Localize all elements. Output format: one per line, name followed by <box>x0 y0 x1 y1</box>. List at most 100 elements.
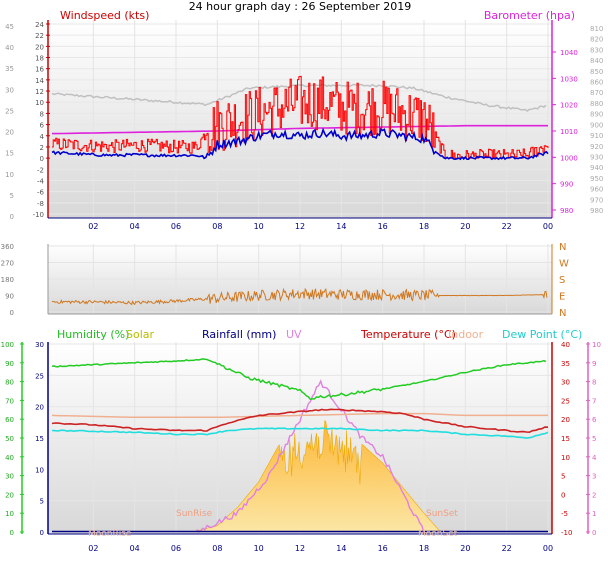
legend-indoor: Indoor <box>448 328 484 341</box>
tick-left-inner: 24 <box>35 21 44 29</box>
tick-x: 20 <box>460 222 470 231</box>
tick-left-outer: 40 <box>5 454 14 462</box>
tick-right-outer: 820 <box>590 36 603 44</box>
tick-x: 20 <box>460 544 470 553</box>
series-barometer <box>52 124 548 135</box>
tick-right-uv: 1 <box>592 510 596 518</box>
tick-left-outer: 45 <box>5 23 14 31</box>
label-windspeed: Windspeed (kts) <box>60 9 149 22</box>
series-direction <box>51 287 548 306</box>
panel-temperature: Humidity (%) Solar Rainfall (mm) UV Temp… <box>1 328 601 553</box>
tick-right-temp: 40 <box>561 341 570 349</box>
tick-left-outer: 5 <box>10 192 14 200</box>
tick-left-inner: 12 <box>35 88 44 96</box>
tick-left-inner: 10 <box>35 99 44 107</box>
tick-left: 90 <box>5 293 14 301</box>
tick-right-baro: 1030 <box>560 75 578 83</box>
tick-left-inner: 4 <box>40 133 45 141</box>
tick-right-outer: 860 <box>590 79 603 87</box>
tick-left-inner: -8 <box>37 200 44 208</box>
tick-left-outer: 10 <box>5 171 14 179</box>
tick-left-outer: 20 <box>5 491 14 499</box>
tick-x: 18 <box>419 544 429 553</box>
tick-right-temp: 20 <box>561 416 570 424</box>
tick-x: 06 <box>171 544 181 553</box>
tick-left-outer: 0 <box>10 213 14 221</box>
tick-right-outer: 960 <box>590 186 603 194</box>
tick-right-baro: 1040 <box>560 49 578 57</box>
tick-right-temp: -10 <box>561 529 572 537</box>
tick-right-outer: 850 <box>590 68 603 76</box>
tick-left-outer: 90 <box>5 360 14 368</box>
tick-right-uv: 3 <box>592 473 596 481</box>
tick-left-outer: 70 <box>5 397 14 405</box>
tick-left-inner: 15 <box>35 435 44 443</box>
tick-right-baro: 980 <box>560 207 573 215</box>
tick-right-outer: 950 <box>590 175 603 183</box>
tick-left-outer: 10 <box>5 510 14 518</box>
tick-x: 00 <box>543 222 553 231</box>
tick-x: 10 <box>254 544 264 553</box>
tick-x: 04 <box>130 544 140 553</box>
tick-left-outer: 15 <box>5 150 14 158</box>
series-uv <box>196 379 425 534</box>
tick-right-temp: 35 <box>561 360 570 368</box>
tick-left-outer: 40 <box>5 44 14 52</box>
tick-right-outer: 900 <box>590 121 603 129</box>
tick-right-outer: 940 <box>590 164 603 172</box>
tick-left-outer: 0 <box>10 529 14 537</box>
tick-right-outer: 970 <box>590 196 603 204</box>
tick-left-outer: 100 <box>1 341 14 349</box>
tick-left-inner: 0 <box>40 155 44 163</box>
tick-left-inner: 0 <box>40 529 44 537</box>
tick-right-outer: 870 <box>590 89 603 97</box>
annotation-moonrise: MoonRise <box>88 529 132 539</box>
tick-left: 0 <box>10 309 14 317</box>
annotations: MoonRise SunRise SunSet MoonSet <box>88 509 458 539</box>
tick-left-outer: 60 <box>5 416 14 424</box>
tick-left-inner: 2 <box>40 144 44 152</box>
tick-right-baro: 1020 <box>560 102 578 110</box>
tick-x: 00 <box>543 544 553 553</box>
tick-right-outer: 920 <box>590 143 603 151</box>
tick-x: 12 <box>295 222 305 231</box>
tick-x: 10 <box>254 222 264 231</box>
tick-right-compass: W <box>559 259 569 270</box>
tick-right-temp: 10 <box>561 454 570 462</box>
tick-left-inner: 6 <box>40 122 45 130</box>
tick-x: 08 <box>212 544 222 553</box>
tick-right-uv: 10 <box>592 341 601 349</box>
tick-right-outer: 830 <box>590 46 603 54</box>
tick-left-inner: 10 <box>35 466 44 474</box>
legend-humidity: Humidity (%) <box>57 328 129 341</box>
tick-left-inner: -10 <box>33 211 44 219</box>
tick-right-outer: 890 <box>590 111 603 119</box>
tick-right-baro: 1000 <box>560 154 578 162</box>
tick-left-inner: 16 <box>35 66 44 74</box>
tick-right-compass: N <box>559 308 566 319</box>
tick-x: 22 <box>502 222 512 231</box>
tick-x: 16 <box>378 222 388 231</box>
tick-right-temp: 30 <box>561 379 570 387</box>
tick-left: 270 <box>1 260 14 268</box>
tick-right-uv: 5 <box>592 435 596 443</box>
tick-left: 180 <box>1 276 14 284</box>
tick-x: 06 <box>171 222 181 231</box>
series-wind-average <box>51 127 549 161</box>
tick-left-inner: 18 <box>35 55 44 63</box>
annotation-sunrise: SunRise <box>176 509 213 519</box>
series-dewpoint <box>51 427 549 439</box>
tick-right-baro: 990 <box>560 181 573 189</box>
tick-left-inner: -2 <box>37 166 44 174</box>
series-solar <box>192 419 440 533</box>
tick-right-outer: 910 <box>590 132 603 140</box>
tick-right-uv: 8 <box>592 379 596 387</box>
tick-right-compass: N <box>559 242 566 253</box>
series-indoor <box>51 412 548 419</box>
panel-wind: Windspeed (kts) Barometer (hpa) -10 -8 -6 -… <box>5 9 603 231</box>
series-temperature <box>51 408 549 434</box>
tick-right-uv: 7 <box>592 397 596 405</box>
legend-dewpoint: Dew Point (°C) <box>502 328 582 341</box>
tick-left-outer: 30 <box>5 473 14 481</box>
